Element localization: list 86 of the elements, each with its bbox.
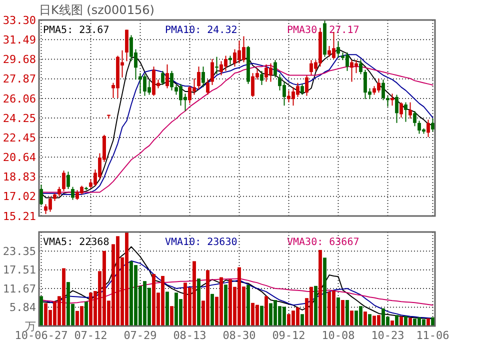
line-series — [40, 278, 434, 306]
candlestick — [71, 186, 74, 200]
y-tick-label: 26.06 — [2, 92, 36, 106]
y-tick-label: 31.49 — [2, 33, 36, 46]
bar — [426, 318, 430, 326]
candlestick — [125, 29, 128, 62]
candlestick — [274, 60, 277, 78]
candlestick — [426, 119, 430, 138]
bar — [341, 300, 344, 326]
candlestick — [300, 83, 304, 96]
x-tick-label: 11-06 — [416, 329, 450, 342]
candlestick — [395, 94, 398, 124]
candlestick — [215, 56, 218, 75]
candlestick — [166, 64, 169, 89]
bar — [390, 320, 394, 326]
bar — [197, 278, 200, 326]
bar — [404, 316, 408, 326]
bar — [224, 284, 228, 326]
x-tick-label: 07-29 — [124, 329, 157, 342]
candlestick — [382, 79, 385, 101]
candlestick — [400, 102, 403, 118]
x-tick-label: 10-23 — [371, 329, 404, 342]
y-tick-label: 15.21 — [2, 210, 36, 223]
bar — [323, 258, 326, 326]
y-tick-label: 23.35 — [2, 244, 36, 258]
bar — [336, 297, 340, 326]
y-tick-label: 17.02 — [2, 190, 36, 204]
bar — [314, 286, 318, 326]
candlestick — [431, 118, 434, 132]
bar — [300, 314, 304, 326]
annotation: PMA5: 23.67 — [43, 25, 110, 36]
bar — [350, 310, 354, 326]
annotation: VMA30: 63667 — [287, 237, 360, 248]
chart-title: 日K线图 (sz000156) — [39, 3, 154, 17]
candlestick — [210, 58, 214, 86]
y-tick-label: 20.64 — [2, 151, 36, 164]
bar — [166, 292, 169, 326]
candlestick — [161, 70, 164, 86]
bar — [84, 302, 88, 326]
y-tick-label: 5.84 — [10, 301, 36, 314]
candlestick — [408, 102, 412, 120]
y-tick-label: 11.67 — [2, 282, 36, 296]
bar — [408, 318, 412, 326]
y-tick-label: 29.68 — [2, 53, 36, 66]
x-tick-label: 09-12 — [272, 329, 306, 342]
bar — [395, 315, 398, 326]
annotation: PMA10: 24.32 — [165, 25, 238, 36]
bar — [400, 316, 403, 326]
y-tick-label: 33.30 — [2, 14, 36, 27]
candlestick — [386, 95, 390, 108]
candlestick — [197, 66, 200, 90]
x-tick-label: 07-12 — [74, 329, 108, 342]
candlestick — [404, 102, 408, 122]
y-tick-label: 18.83 — [2, 170, 36, 184]
candlestick — [413, 110, 416, 127]
bar — [431, 317, 434, 326]
y-tick-label: 24.25 — [2, 112, 36, 125]
candlestick — [305, 74, 308, 96]
bar — [346, 300, 349, 326]
candlestick — [62, 170, 66, 192]
bar — [264, 296, 268, 326]
candlestick — [260, 70, 264, 86]
annotation: VMA10: 23630 — [165, 237, 238, 248]
bar — [170, 306, 174, 326]
annotation: VMA5: 22368 — [43, 237, 110, 248]
bar — [364, 312, 367, 326]
bar — [318, 250, 322, 326]
y-tick-label: 27.87 — [2, 72, 36, 86]
y-tick-label: 22.45 — [2, 131, 36, 144]
x-tick-label: 08-30 — [222, 329, 256, 342]
bar — [246, 284, 250, 326]
line-series — [40, 246, 434, 320]
x-tick-label: 10-08 — [322, 329, 355, 342]
candlestick — [359, 60, 362, 75]
candlestick — [206, 79, 210, 96]
bar — [210, 294, 214, 326]
candlestick — [336, 41, 340, 58]
y-tick-label: 17.51 — [2, 264, 36, 277]
candlestick — [390, 93, 394, 106]
candlestick — [58, 186, 61, 198]
candlestick — [66, 171, 70, 190]
candlestick — [202, 66, 205, 88]
candlestick — [170, 70, 174, 91]
x-tick-label: 08-13 — [173, 329, 206, 342]
bar — [260, 306, 264, 326]
bar — [368, 314, 372, 326]
